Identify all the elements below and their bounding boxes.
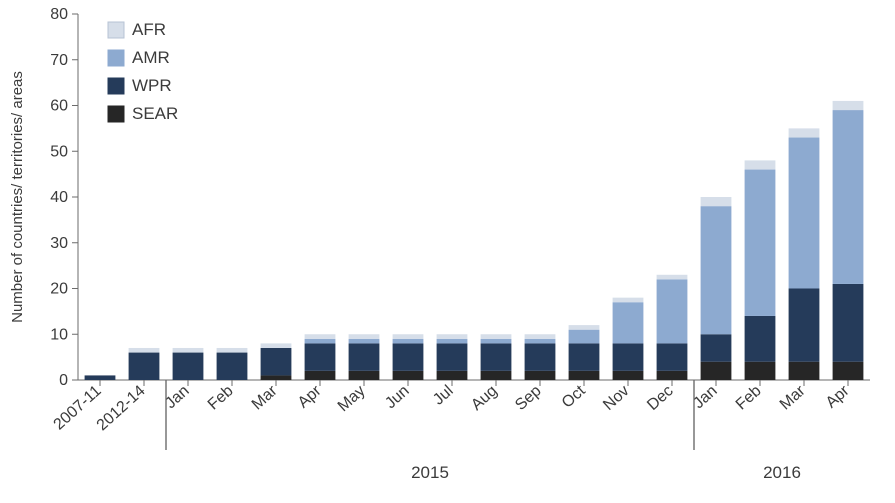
- group-label: 2016: [763, 463, 801, 482]
- legend-label: AFR: [132, 20, 166, 39]
- bar-AFR: [349, 334, 380, 339]
- bar-AMR: [833, 110, 864, 284]
- bar-AFR: [173, 348, 204, 353]
- bar-WPR: [525, 343, 556, 370]
- bar-WPR: [657, 343, 688, 370]
- y-axis-title: Number of countries/ territories/ areas: [9, 71, 26, 323]
- bar-WPR: [173, 353, 204, 380]
- y-tick-label: 20: [50, 281, 68, 298]
- bar-SEAR: [393, 371, 424, 380]
- bar-WPR: [569, 343, 600, 370]
- y-tick-label: 50: [50, 143, 68, 160]
- legend-swatch: [108, 78, 124, 94]
- bar-AMR: [789, 138, 820, 289]
- bar-AFR: [481, 334, 512, 339]
- legend-swatch: [108, 50, 124, 66]
- bar-AMR: [305, 339, 336, 344]
- bar-SEAR: [305, 371, 336, 380]
- y-tick-label: 40: [50, 189, 68, 206]
- bar-AFR: [261, 343, 292, 348]
- bar-WPR: [305, 343, 336, 370]
- legend-label: WPR: [132, 76, 172, 95]
- bar-AFR: [217, 348, 248, 353]
- bar-WPR: [261, 348, 292, 375]
- bar-WPR: [701, 334, 732, 361]
- bar-AMR: [613, 302, 644, 343]
- bar-SEAR: [481, 371, 512, 380]
- bar-SEAR: [569, 371, 600, 380]
- stacked-bar-chart: 0 10 20 30 40 50 60 70 80 Number of countries/ te…: [0, 0, 895, 503]
- bar-SEAR: [437, 371, 468, 380]
- bar-SEAR: [833, 362, 864, 380]
- bar-WPR: [437, 343, 468, 370]
- bar-AFR: [657, 275, 688, 280]
- bar-WPR: [481, 343, 512, 370]
- bar-AMR: [657, 279, 688, 343]
- bar-SEAR: [525, 371, 556, 380]
- bar-AFR: [789, 128, 820, 137]
- bar-AFR: [613, 298, 644, 303]
- bar-WPR: [217, 353, 248, 380]
- bar-SEAR: [261, 375, 292, 380]
- bar-AFR: [745, 160, 776, 169]
- legend-label: SEAR: [132, 104, 178, 123]
- y-tick-label: 10: [50, 326, 68, 343]
- bar-WPR: [833, 284, 864, 362]
- bar-AMR: [701, 206, 732, 334]
- bar-WPR: [393, 343, 424, 370]
- bar-SEAR: [745, 362, 776, 380]
- legend-label: AMR: [132, 48, 170, 67]
- y-tick-label: 0: [59, 372, 68, 389]
- bar-WPR: [85, 375, 116, 380]
- bar-AFR: [701, 197, 732, 206]
- bar-AMR: [745, 170, 776, 316]
- bar-AMR: [437, 339, 468, 344]
- bar-AFR: [393, 334, 424, 339]
- bar-SEAR: [789, 362, 820, 380]
- bar-SEAR: [613, 371, 644, 380]
- bar-WPR: [789, 289, 820, 362]
- bar-WPR: [745, 316, 776, 362]
- bar-SEAR: [701, 362, 732, 380]
- bar-AMR: [393, 339, 424, 344]
- group-label: 2015: [411, 463, 449, 482]
- bar-AFR: [437, 334, 468, 339]
- bar-AFR: [569, 325, 600, 330]
- bar-AMR: [481, 339, 512, 344]
- bar-AFR: [305, 334, 336, 339]
- y-tick-label: 70: [50, 52, 68, 69]
- bar-AMR: [569, 330, 600, 344]
- bar-AFR: [833, 101, 864, 110]
- bar-SEAR: [657, 371, 688, 380]
- y-tick-label: 30: [50, 235, 68, 252]
- bar-WPR: [129, 353, 160, 380]
- bar-AFR: [525, 334, 556, 339]
- bar-WPR: [613, 343, 644, 370]
- y-tick-label: 60: [50, 98, 68, 115]
- legend-swatch: [108, 22, 124, 38]
- legend-swatch: [108, 106, 124, 122]
- bar-WPR: [349, 343, 380, 370]
- bar-AFR: [129, 348, 160, 353]
- bar-SEAR: [349, 371, 380, 380]
- y-tick-label: 80: [50, 6, 68, 23]
- bar-AMR: [525, 339, 556, 344]
- bar-AMR: [349, 339, 380, 344]
